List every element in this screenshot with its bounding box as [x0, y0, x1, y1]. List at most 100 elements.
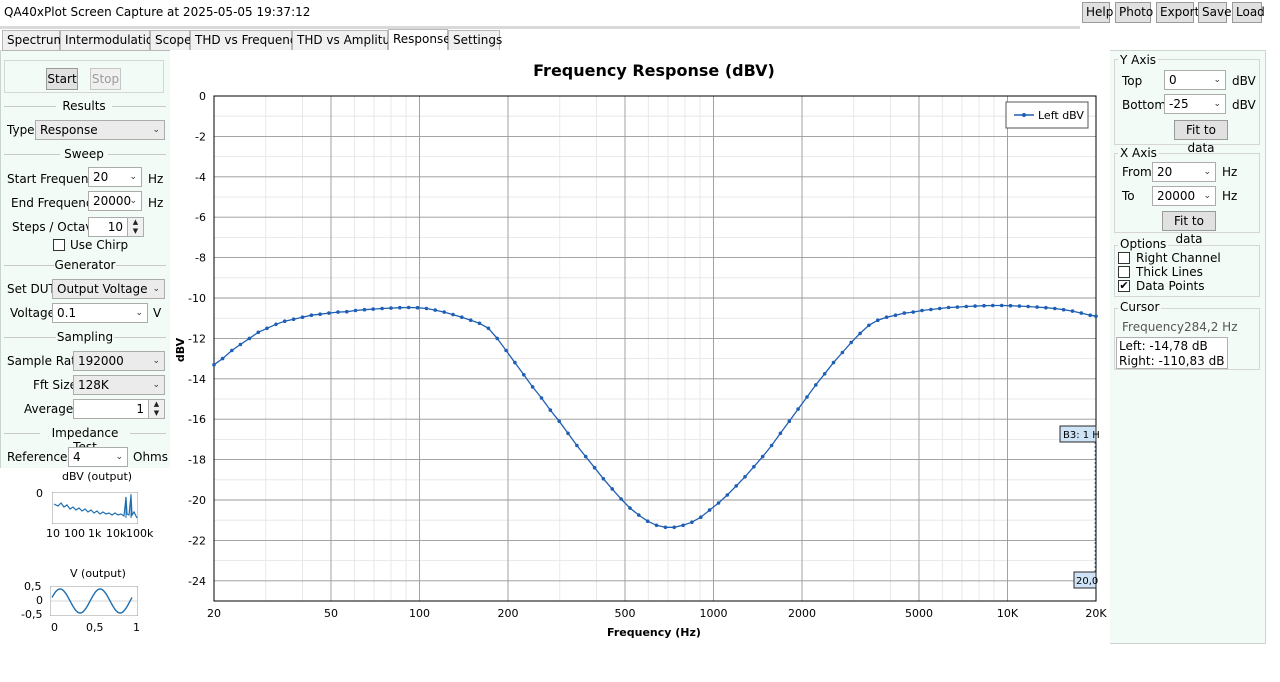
data-point: [752, 464, 756, 469]
tab-thd-vs-frequency[interactable]: THD vs Frequency: [190, 30, 304, 51]
data-point: [557, 419, 561, 424]
photo-button[interactable]: Photo: [1115, 2, 1153, 23]
data-point: [530, 385, 535, 389]
y-tick-label: -24: [188, 575, 206, 588]
data-point: [982, 303, 986, 308]
data-point: [282, 319, 287, 324]
start-frequency-select[interactable]: 20 ⌄: [88, 167, 142, 187]
data-point: [486, 326, 491, 331]
chevron-down-icon: ⌄: [129, 172, 137, 182]
data-point: [610, 487, 614, 491]
data-point: [1094, 314, 1098, 319]
y-top-unit: dBV: [1232, 74, 1256, 88]
data-points-checkbox[interactable]: ✔: [1118, 280, 1130, 292]
start-stop-box: [4, 60, 164, 93]
x-fit-to-data-button[interactable]: Fit to data: [1162, 211, 1216, 246]
options-group: [1114, 245, 1260, 297]
data-point: [734, 484, 738, 488]
chevron-down-icon: ⌄: [1213, 99, 1221, 109]
data-point: [760, 454, 765, 459]
y-top-select[interactable]: 0 ⌄: [1164, 70, 1226, 90]
mini-dbv-xtick-100: 100: [64, 527, 85, 540]
data-point: [637, 513, 641, 517]
y-fit-to-data-button[interactable]: Fit to data: [1174, 120, 1228, 155]
export-button[interactable]: Export: [1156, 2, 1199, 23]
chevron-down-icon: ⌄: [135, 308, 143, 318]
averages-input[interactable]: 1 ▲ ▼: [73, 399, 165, 419]
tab-response[interactable]: Response: [388, 29, 451, 51]
mini-v-xtick-05: 0,5: [86, 621, 104, 634]
start-button[interactable]: Start: [46, 68, 78, 90]
start-frequency-unit: Hz: [148, 172, 164, 186]
mini-dbv-title: dBV (output): [62, 470, 133, 483]
type-select[interactable]: Response ⌄: [35, 120, 165, 140]
x-from-select[interactable]: 20 ⌄: [1152, 162, 1216, 182]
data-point: [876, 318, 880, 323]
right-channel-checkbox[interactable]: [1118, 252, 1130, 264]
stop-button[interactable]: Stop: [90, 68, 121, 90]
end-frequency-label: End Frequency: [11, 196, 100, 210]
y-tick-label: -16: [188, 413, 206, 426]
y-bottom-unit: dBV: [1232, 98, 1256, 112]
set-dut-label: Set DUT: [7, 282, 56, 296]
data-point: [522, 373, 526, 377]
thick-lines-checkbox[interactable]: [1118, 266, 1130, 278]
voltage-select[interactable]: 0.1 ⌄: [52, 303, 148, 323]
data-point: [345, 309, 349, 314]
legend: Left dBV: [1005, 101, 1089, 129]
load-button[interactable]: Load: [1232, 2, 1265, 23]
y-tick-label: -22: [188, 534, 206, 547]
end-frequency-select[interactable]: 20000 ⌄: [88, 191, 142, 211]
reference-z-select[interactable]: 4 ⌄: [68, 447, 128, 467]
y-tick-label: -18: [188, 454, 206, 467]
fft-size-select[interactable]: 128K ⌄: [73, 375, 165, 395]
mini-dbv-plot: dBV (output) 0 10 100 1k 10k 100k: [0, 468, 170, 564]
use-chirp-checkbox[interactable]: [53, 239, 65, 251]
impedance-header: Impedance Test: [4, 426, 166, 454]
data-point: [1008, 303, 1013, 308]
y-bottom-select[interactable]: -25 ⌄: [1164, 94, 1226, 114]
sampling-header-label: Sampling: [56, 330, 114, 344]
sweep-header-label: Sweep: [64, 147, 104, 161]
y-tick-label: -8: [195, 252, 206, 265]
averages-value: 1: [136, 402, 144, 416]
data-point: [336, 310, 340, 314]
cursor-left-value: Left: -14,78 dB: [1119, 339, 1208, 353]
grid-major: [213, 95, 1097, 601]
x-to-label: To: [1122, 189, 1135, 203]
y-tick-label: -4: [195, 171, 206, 184]
x-to-select[interactable]: 20000 ⌄: [1152, 186, 1216, 206]
tab-scope[interactable]: Scope: [150, 30, 192, 51]
cursor-frequency-value: 284,2 Hz: [1184, 320, 1238, 334]
use-chirp-label: Use Chirp: [70, 238, 129, 252]
y-tick-label: -10: [188, 292, 206, 305]
tab-settings[interactable]: Settings: [448, 30, 502, 51]
data-point: [690, 520, 694, 524]
checkmark-icon: ✔: [1119, 279, 1129, 292]
save-button[interactable]: Save: [1198, 2, 1231, 23]
frequency-response-chart[interactable]: Frequency Response (dBV) 0 -2 -4 -6 -8 -10 -12…: [170, 50, 1110, 644]
steps-octave-input[interactable]: 10 ▲ ▼: [88, 217, 144, 237]
set-dut-select[interactable]: Output Voltage ⌄: [52, 279, 165, 299]
x-tick-label: 2000: [788, 607, 816, 620]
cursor-y-tag: [1059, 425, 1097, 443]
data-point: [265, 326, 269, 331]
tab-intermodulation[interactable]: Intermodulation: [60, 30, 161, 51]
x-tick-label: 1000: [699, 607, 727, 620]
spinner-icon[interactable]: ▲ ▼: [127, 218, 143, 236]
data-point: [424, 306, 429, 311]
spinner-icon[interactable]: ▲ ▼: [148, 400, 164, 418]
x-axis-label: Frequency (Hz): [607, 626, 701, 639]
mini-v-xtick-0: 0: [51, 621, 58, 634]
help-button[interactable]: Help: [1082, 2, 1113, 23]
sweep-header: Sweep: [4, 147, 166, 161]
x-tick-label: 500: [614, 607, 635, 620]
tab-thd-vs-amplitude[interactable]: THD vs Amplitude: [292, 30, 405, 51]
y-bottom-label: Bottom: [1122, 98, 1167, 112]
data-point: [628, 506, 632, 510]
data-point: [805, 395, 809, 399]
tab-spectrum[interactable]: Spectrum: [2, 30, 65, 51]
data-point: [964, 304, 969, 309]
sample-rate-select[interactable]: 192000 ⌄: [73, 351, 165, 371]
data-point: [787, 419, 792, 424]
